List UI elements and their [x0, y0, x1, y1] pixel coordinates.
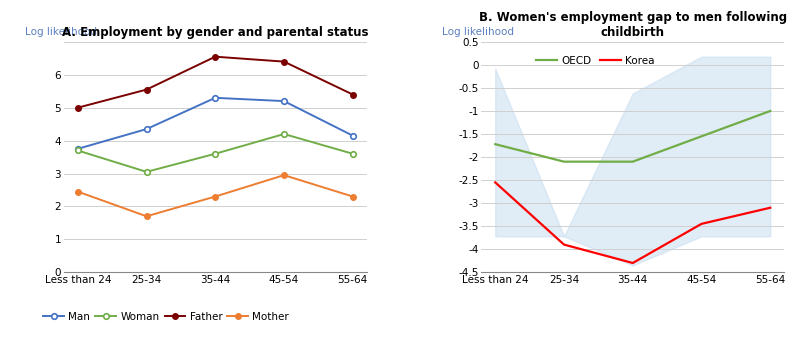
Woman: [279, 132, 289, 136]
Father: [210, 54, 220, 59]
Man: [73, 147, 82, 151]
Line: Woman: Woman: [75, 131, 355, 174]
Line: Korea: Korea: [495, 183, 770, 263]
Korea: [490, 180, 500, 185]
Legend: OECD, Korea: OECD, Korea: [532, 52, 658, 70]
OECD: [559, 159, 569, 164]
Korea: [628, 261, 638, 265]
Legend: Man, Woman, Father, Mother: Man, Woman, Father, Mother: [39, 307, 294, 326]
Title: A. Employment by gender and parental status: A. Employment by gender and parental sta…: [62, 26, 369, 39]
Mother: [142, 214, 151, 218]
Korea: [559, 243, 569, 247]
Man: [210, 96, 220, 100]
Korea: [697, 222, 706, 226]
Line: Man: Man: [75, 95, 355, 151]
Woman: [73, 148, 82, 153]
Mother: [210, 194, 220, 199]
Woman: [142, 170, 151, 174]
Father: [142, 88, 151, 92]
Title: B. Women's employment gap to men following
childbirth: B. Women's employment gap to men followi…: [478, 11, 787, 39]
Man: [142, 127, 151, 131]
Korea: [766, 206, 775, 210]
Woman: [348, 152, 358, 156]
Text: Log likelihood: Log likelihood: [25, 27, 97, 37]
Father: [73, 106, 82, 110]
Mother: [348, 194, 358, 199]
Line: OECD: OECD: [495, 111, 770, 162]
OECD: [490, 142, 500, 146]
Line: Mother: Mother: [75, 172, 355, 219]
OECD: [628, 159, 638, 164]
Man: [348, 134, 358, 138]
Mother: [73, 190, 82, 194]
Line: Father: Father: [75, 54, 355, 111]
OECD: [766, 109, 775, 113]
Father: [279, 60, 289, 64]
Mother: [279, 173, 289, 177]
Woman: [210, 152, 220, 156]
Text: Log likelihood: Log likelihood: [442, 27, 514, 37]
Father: [348, 92, 358, 97]
OECD: [697, 134, 706, 139]
Man: [279, 99, 289, 103]
